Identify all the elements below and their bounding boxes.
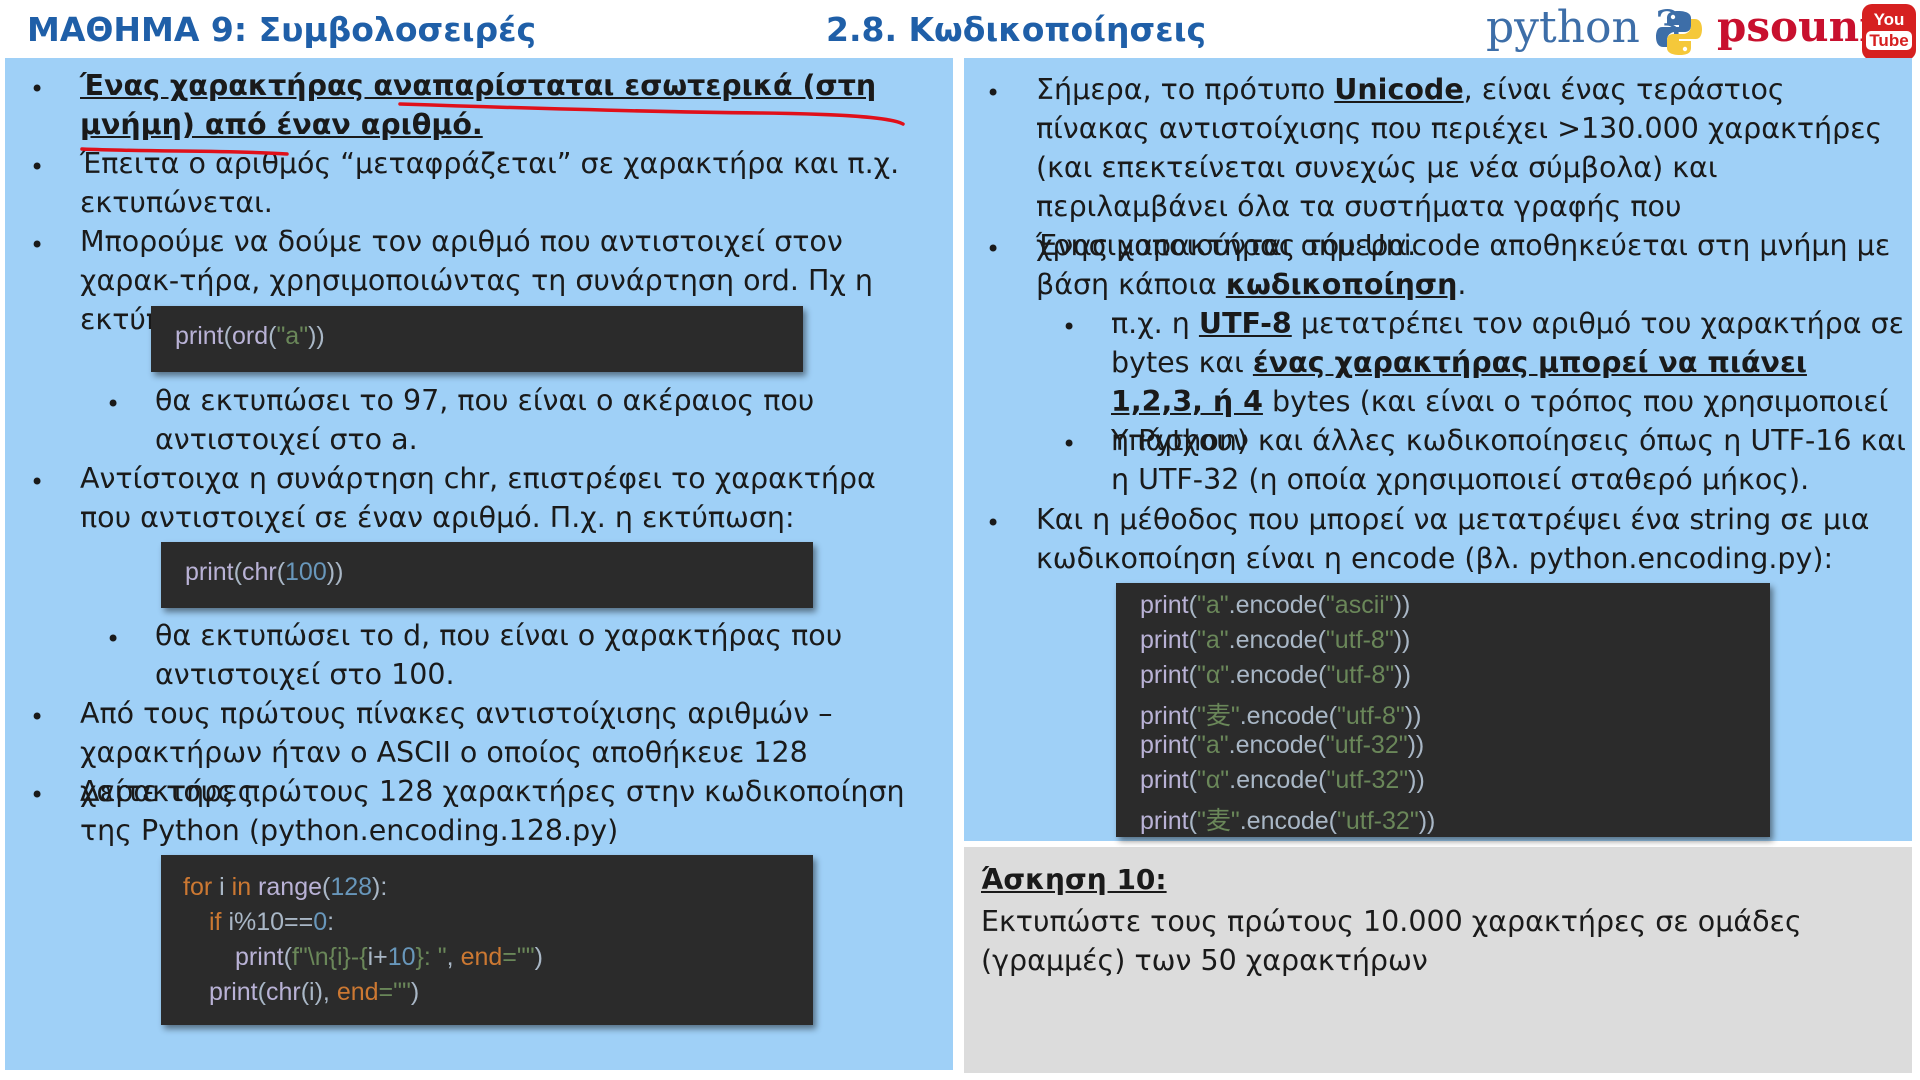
- code-block-encode: print("a".encode("ascii")) print("a".enco…: [1116, 583, 1770, 837]
- left-bullet-1: Ένας χαρακτήρας αναπαρίσταται εσωτερικά …: [80, 69, 877, 141]
- code-line: print("α".encode("utf-32")): [1140, 766, 1425, 794]
- exercise-panel: [964, 847, 1912, 1073]
- bullet: •: [1062, 430, 1077, 458]
- code-line: print(chr(i), end=""): [209, 978, 420, 1006]
- bullet: •: [106, 390, 121, 418]
- bullet: •: [106, 625, 121, 653]
- left-sub-2: θα εκτυπώσει το d, που είναι ο χαρακτήρα…: [155, 619, 843, 691]
- code-block-chr: print(chr(100)): [161, 542, 813, 608]
- code-line: print("麦".encode("utf-8")): [1140, 702, 1422, 730]
- right-sub-1: π.χ. η UTF-8 μετατρέπει τον αριθμό του χ…: [1111, 307, 1905, 457]
- left-bullet-4: Αντίστοιχα η συνάρτηση chr, επιστρέφει τ…: [80, 462, 876, 534]
- left-bullet-5: Από τους πρώτους πίνακες αντιστοίχισης α…: [80, 697, 833, 808]
- python-icon: [1656, 11, 1702, 55]
- code-line: print("a".encode("ascii")): [1140, 591, 1411, 619]
- bullet: •: [30, 75, 45, 103]
- left-bullet-3: Μπορούμε να δούμε τον αριθμό που αντιστο…: [80, 225, 873, 336]
- right-bullet-2: Ένας χαρακτήρας του Unicode αποθηκεύεται…: [1036, 229, 1891, 301]
- exercise-text: Εκτυπώστε τους πρώτους 10.000 χαρακτήρες…: [981, 905, 1802, 977]
- code-line: print("a".encode("utf-32")): [1140, 731, 1425, 759]
- bullet: •: [30, 231, 45, 259]
- code-line: if i%10==0:: [209, 908, 335, 936]
- left-bullet-6: Δείτε τους πρώτους 128 χαρακτήρες στην κ…: [80, 775, 905, 847]
- bullet: •: [1062, 313, 1077, 341]
- bullet: •: [30, 153, 45, 181]
- exercise-title: Άσκηση 10:: [981, 863, 1167, 896]
- code-line: for i in range(128):: [183, 873, 388, 901]
- bullet: •: [30, 781, 45, 809]
- right-bullet-1: Σήμερα, το πρότυπο Unicode, είναι ένας τ…: [1036, 73, 1883, 262]
- left-sub-1: θα εκτυπώσει το 97, που είναι ο ακέραιος…: [155, 384, 815, 456]
- unicode-link: Unicode: [1334, 73, 1464, 106]
- code-block-loop: for i in range(128): if i%10==0: print(f…: [161, 855, 813, 1025]
- left-bullet-2: Έπειτα ο αριθμός “μεταφράζεται” σε χαρακ…: [80, 147, 900, 219]
- bullet: •: [986, 79, 1001, 107]
- youtube-you-text: You: [1873, 10, 1905, 29]
- code-line: print("麦".encode("utf-32")): [1140, 807, 1436, 835]
- right-bullet-3: Και η μέθοδος που μπορεί να μετατρέψει έ…: [1036, 503, 1870, 575]
- lesson-title: ΜΑΘΗΜΑ 9: Συμβολοσειρές: [27, 10, 537, 49]
- youtube-logo[interactable]: You Tube: [1862, 4, 1916, 60]
- code-line: print(f"\n{i}-{i+10}: ", end=""): [235, 943, 543, 971]
- youtube-tube-text: Tube: [1866, 31, 1912, 50]
- bullet: •: [30, 703, 45, 731]
- bullet: •: [30, 468, 45, 496]
- right-sub-2: Υπάρχουν και άλλες κωδικοποίησεις όπως η…: [1111, 424, 1906, 496]
- python-logo-text: python 3: [1486, 2, 1682, 53]
- code-line: print(chr(100)): [185, 558, 344, 586]
- bullet: •: [986, 235, 1001, 263]
- section-title: 2.8. Κωδικοποίησεις: [826, 10, 1206, 49]
- bullet: •: [986, 509, 1001, 537]
- code-line: print(ord("a")): [175, 322, 325, 350]
- code-line: print("a".encode("utf-8")): [1140, 626, 1411, 654]
- code-block-ord: print(ord("a")): [151, 306, 803, 372]
- code-line: print("α".encode("utf-8")): [1140, 661, 1411, 689]
